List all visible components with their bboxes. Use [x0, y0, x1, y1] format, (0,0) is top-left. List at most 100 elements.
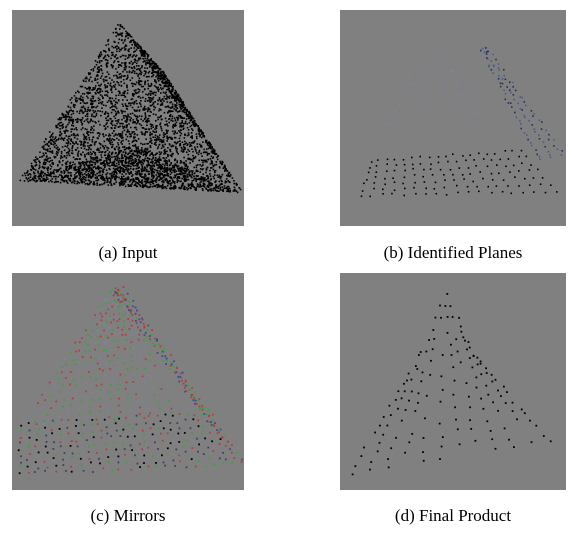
point [133, 163, 135, 165]
point [161, 388, 163, 390]
point [161, 147, 163, 149]
point [168, 88, 170, 90]
point [189, 185, 191, 187]
point [118, 299, 120, 301]
point [94, 314, 96, 316]
point [135, 144, 137, 146]
point [403, 159, 405, 161]
point [145, 180, 147, 182]
point [146, 169, 148, 171]
point [167, 112, 169, 114]
point [67, 391, 69, 393]
point [122, 26, 124, 28]
point [534, 129, 536, 131]
point [110, 83, 112, 85]
point [91, 419, 93, 421]
point [125, 417, 127, 419]
point [85, 115, 87, 117]
point [172, 89, 174, 91]
point [44, 399, 46, 401]
point [86, 383, 88, 385]
point [70, 466, 72, 468]
point [172, 116, 174, 118]
point [189, 389, 191, 391]
point [169, 368, 171, 370]
point [446, 94, 448, 96]
point [51, 160, 53, 162]
point [197, 451, 199, 453]
point [72, 164, 74, 166]
point [191, 142, 193, 144]
point [512, 82, 514, 84]
point [50, 395, 52, 397]
point [81, 400, 83, 402]
point [111, 333, 113, 335]
point [51, 432, 53, 434]
point [543, 141, 545, 143]
point [104, 155, 106, 157]
point [61, 133, 63, 135]
point [518, 156, 520, 158]
point [166, 78, 168, 80]
point [81, 119, 83, 121]
point [208, 159, 210, 161]
point [119, 313, 121, 315]
point [185, 121, 187, 123]
point [28, 472, 30, 474]
point [166, 121, 168, 123]
point [127, 129, 129, 131]
point [124, 146, 126, 148]
point [197, 186, 199, 188]
point [85, 168, 87, 170]
point [122, 99, 124, 101]
point [163, 153, 165, 155]
point [154, 338, 156, 340]
point [63, 170, 65, 172]
point [197, 164, 199, 166]
point [221, 163, 223, 165]
point [52, 152, 54, 154]
point [121, 40, 123, 42]
point [81, 111, 83, 113]
point [155, 126, 157, 128]
point [118, 149, 120, 151]
point [161, 74, 163, 76]
point [125, 115, 127, 117]
point [114, 340, 116, 342]
point [120, 73, 122, 75]
point [127, 368, 129, 370]
point [183, 150, 185, 152]
point [20, 430, 22, 432]
point [122, 105, 124, 107]
point [169, 96, 171, 98]
point [153, 171, 155, 173]
point [116, 76, 118, 78]
point [113, 47, 115, 49]
point [36, 413, 38, 415]
point [550, 184, 552, 186]
point [225, 180, 227, 182]
point [149, 182, 151, 184]
point [94, 142, 96, 144]
point [177, 108, 179, 110]
point [524, 132, 526, 134]
point [131, 72, 133, 74]
point [63, 139, 65, 141]
point [138, 44, 140, 46]
point [75, 359, 77, 361]
point [84, 148, 86, 150]
point [144, 55, 146, 57]
point [75, 425, 77, 427]
point [157, 184, 159, 186]
point [162, 184, 164, 186]
point [184, 165, 186, 167]
point [158, 70, 160, 72]
point [43, 154, 45, 156]
point [539, 138, 541, 140]
point [210, 175, 212, 177]
point [150, 138, 152, 140]
point [445, 156, 447, 158]
point [113, 100, 115, 102]
point [44, 427, 46, 429]
point [191, 132, 193, 134]
